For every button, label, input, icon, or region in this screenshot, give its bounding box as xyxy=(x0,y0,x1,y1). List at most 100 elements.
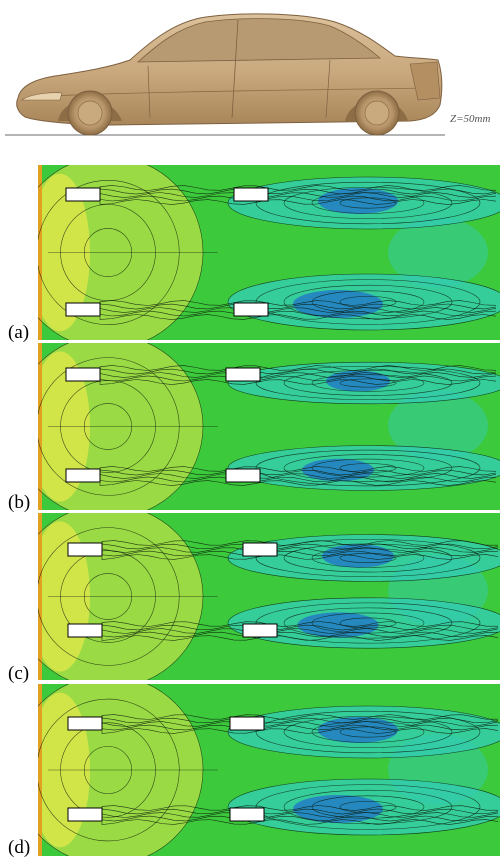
wake-region-center xyxy=(388,217,488,288)
wake-contour-top xyxy=(339,553,397,563)
contour-panel-c xyxy=(38,513,500,680)
rear-left-wheel-block xyxy=(225,367,261,382)
wake-line-top xyxy=(99,365,497,371)
contour-plot-c xyxy=(38,513,500,680)
rear-right-wheel-block xyxy=(225,468,261,483)
wake-contour-top xyxy=(255,539,481,577)
wake-line-top xyxy=(101,721,499,727)
wake-contour-bottom xyxy=(283,454,453,482)
rear-left-wheel-block xyxy=(233,187,269,202)
wake-contour-bottom xyxy=(227,445,500,491)
wake-contour-bottom xyxy=(227,597,500,649)
front-left-wheel-block xyxy=(67,716,103,731)
wake-contour-bottom xyxy=(339,463,397,473)
wake-line-top xyxy=(99,379,497,385)
wake-line-bottom xyxy=(99,314,497,320)
contour-panel-b xyxy=(38,343,500,510)
wake-contour-bottom xyxy=(311,612,425,634)
front-right-wheel-block xyxy=(67,807,103,822)
contour-panel-d xyxy=(38,684,500,856)
wake-line-bottom xyxy=(99,476,497,483)
wake-line-bottom xyxy=(101,819,499,825)
low-value-region xyxy=(302,458,374,482)
wake-contour-top xyxy=(255,366,481,400)
inlet-edge xyxy=(38,343,42,510)
wake-region-center xyxy=(388,390,488,461)
wake-contour-bottom xyxy=(283,284,453,320)
wake-contour-bottom xyxy=(339,617,397,629)
wake-line-top xyxy=(99,195,497,202)
panel-label-c: (c) xyxy=(8,663,30,684)
wake-line-top xyxy=(99,372,497,378)
wake-line-bottom xyxy=(101,805,499,811)
inlet-edge xyxy=(38,165,42,340)
inlet-edge xyxy=(38,513,42,680)
wake-contour-bottom xyxy=(227,778,500,836)
wake-line-top xyxy=(101,547,499,553)
wake-line-top xyxy=(101,714,499,720)
wake-line-bottom xyxy=(101,635,499,641)
wake-contour-top xyxy=(283,716,453,748)
wake-contour-bottom xyxy=(311,290,425,314)
wake-line-top xyxy=(101,724,499,731)
wake-line-bottom xyxy=(101,628,499,634)
contour-panel-a xyxy=(38,165,500,340)
front-left-wheel-block xyxy=(65,367,101,382)
wake-line-top xyxy=(99,192,497,198)
wake-line-bottom xyxy=(99,303,497,310)
low-value-region xyxy=(293,290,383,318)
front-left-wheel-block xyxy=(65,187,101,202)
wake-line-top xyxy=(101,540,499,546)
wake-contour-top xyxy=(283,370,453,396)
wake-contour-top xyxy=(311,374,425,392)
wake-contour-bottom xyxy=(283,789,453,825)
wake-contour-bottom xyxy=(311,795,425,819)
contour-plot-d xyxy=(38,684,500,856)
low-value-region xyxy=(318,188,398,214)
rear-left-wheel-block xyxy=(229,716,265,731)
front-right-wheel-block xyxy=(65,468,101,483)
wake-contour-bottom xyxy=(283,607,453,639)
low-value-region xyxy=(293,795,383,823)
wake-line-bottom xyxy=(101,808,499,815)
car-window xyxy=(136,18,382,63)
car-side-view: Z=50mm xyxy=(5,13,490,136)
wake-line-top xyxy=(99,375,497,382)
wake-contour-top xyxy=(311,548,425,568)
rear-right-wheel-block xyxy=(229,807,265,822)
rear-right-wheel-block xyxy=(242,623,278,638)
wake-contour-bottom xyxy=(255,279,481,325)
wake-line-bottom xyxy=(99,480,497,486)
wake-line-bottom xyxy=(101,631,499,638)
wake-line-bottom xyxy=(99,473,497,479)
rear-right-wheel-block xyxy=(233,302,269,317)
wake-region-center xyxy=(388,555,488,626)
wake-line-top xyxy=(99,188,497,195)
wake-line-bottom xyxy=(99,469,497,476)
wake-contour-bottom xyxy=(311,458,425,478)
wake-line-top xyxy=(101,717,499,724)
wake-contour-bottom xyxy=(255,602,481,644)
panel-label-b: (b) xyxy=(8,492,31,513)
wake-contour-top xyxy=(255,181,481,225)
inlet-edge xyxy=(38,684,42,856)
wake-line-bottom xyxy=(99,307,497,313)
wake-line-top xyxy=(101,554,499,560)
panel-label-d: (d) xyxy=(8,837,31,858)
wake-line-top xyxy=(101,550,499,557)
wake-line-bottom xyxy=(101,815,499,822)
wake-contour-bottom xyxy=(255,449,481,487)
wake-line-bottom xyxy=(99,310,497,317)
wake-line-top xyxy=(99,185,497,191)
wake-region-center xyxy=(388,734,488,805)
contour-plot-b xyxy=(38,343,500,510)
wake-line-bottom xyxy=(101,621,499,627)
wake-line-bottom xyxy=(99,466,497,472)
wake-line-top xyxy=(99,368,497,375)
front-right-wheel-block xyxy=(65,302,101,317)
wake-contour-top xyxy=(339,378,397,388)
wake-line-bottom xyxy=(101,624,499,631)
wake-line-top xyxy=(101,728,499,734)
wake-contour-bottom xyxy=(227,273,500,331)
wake-contour-bottom xyxy=(255,784,481,830)
